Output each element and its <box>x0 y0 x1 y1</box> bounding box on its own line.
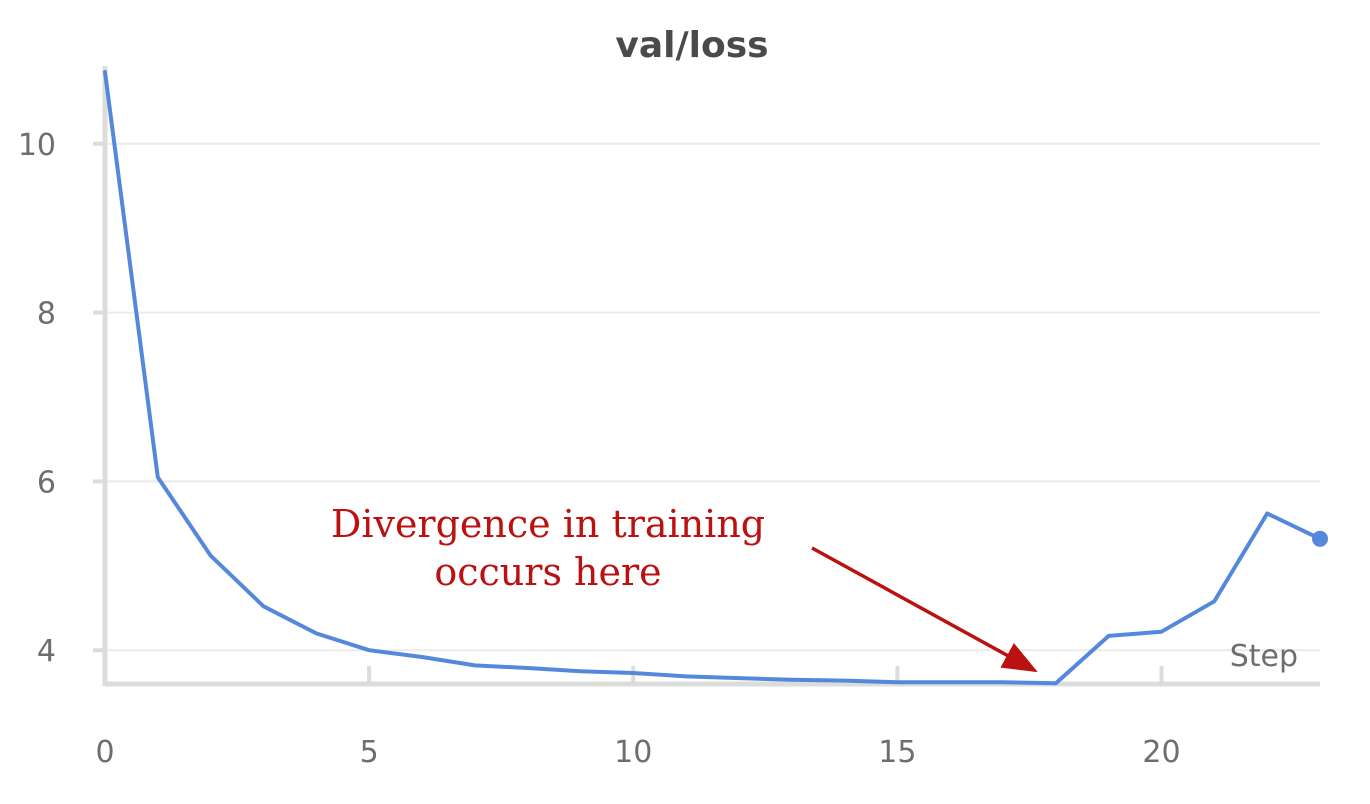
series-line-0 <box>103 70 1322 686</box>
series-last-point-0 <box>1312 530 1328 547</box>
axes <box>93 66 1320 687</box>
x-tick-label-20: 20 <box>1142 735 1180 770</box>
annotation-arrow <box>811 546 1038 673</box>
grid-lines <box>105 142 1320 652</box>
x-tick-label-0: 0 <box>95 735 114 770</box>
x-axis-label: Step <box>1230 639 1298 674</box>
x-tick-label-5: 5 <box>360 735 379 770</box>
y-tick-label-4: 4 <box>37 634 56 669</box>
annotation: Divergence in training occurs here <box>331 502 1038 673</box>
x-tick-label-15: 15 <box>878 735 916 770</box>
tick-labels: 4 6 8 10 0 5 10 15 20 <box>18 128 1181 770</box>
annotation-text-line-2: occurs here <box>434 550 661 594</box>
chart-title: val/loss <box>615 25 768 66</box>
annotation-text-line-1: Divergence in training <box>331 502 765 546</box>
y-tick-label-10: 10 <box>18 128 56 163</box>
series-layer <box>103 70 1328 686</box>
y-tick-label-6: 6 <box>37 465 56 500</box>
y-tick-label-8: 8 <box>37 297 56 332</box>
x-tick-label-10: 10 <box>614 735 652 770</box>
